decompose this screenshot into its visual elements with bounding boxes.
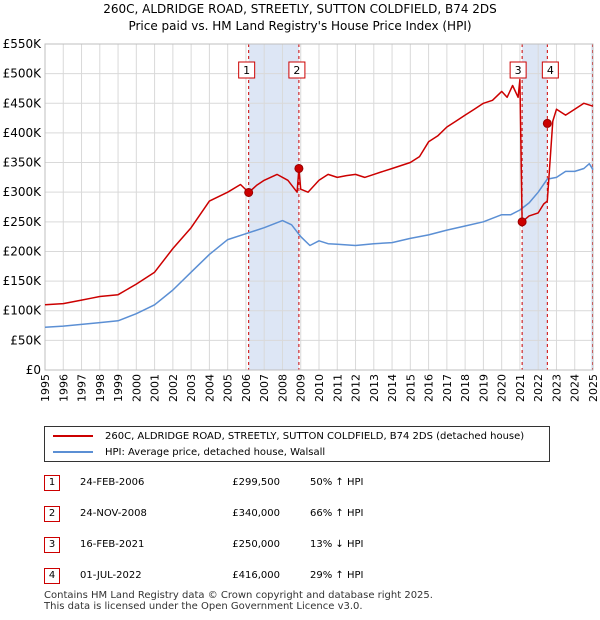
chart-title: 260C, ALDRIDGE ROAD, STREETLY, SUTTON CO… bbox=[103, 2, 497, 16]
sale-number-box bbox=[541, 61, 559, 79]
x-tick-label: 2025 bbox=[587, 374, 600, 402]
x-tick-label: 2016 bbox=[423, 374, 436, 402]
sale-number-badge: 3 bbox=[44, 537, 60, 553]
sale-price: £250,000 bbox=[232, 539, 280, 550]
sale-row: 2 24-NOV-2008 £340,000 66% ↑ HPI bbox=[0, 503, 600, 523]
sale-number-badge: 1 bbox=[44, 475, 60, 491]
x-tick-label: 2007 bbox=[258, 374, 271, 402]
x-tick-label: 1998 bbox=[94, 374, 107, 402]
footer: Contains HM Land Registry data © Crown c… bbox=[44, 590, 433, 612]
y-tick-label: £50K bbox=[10, 333, 42, 347]
x-tick-label: 2012 bbox=[350, 374, 363, 402]
x-tick-label: 2006 bbox=[240, 374, 253, 402]
sale-number-badge: 4 bbox=[44, 568, 60, 584]
y-tick-label: £250K bbox=[3, 215, 43, 229]
x-tick-label: 2002 bbox=[167, 374, 180, 402]
sale-point bbox=[244, 187, 254, 197]
sale-date: 24-NOV-2008 bbox=[80, 508, 147, 519]
sale-row: 4 01-JUL-2022 £416,000 29% ↑ HPI bbox=[0, 565, 600, 585]
sale-date: 16-FEB-2021 bbox=[80, 539, 145, 550]
legend-item-property: 260C, ALDRIDGE ROAD, STREETLY, SUTTON CO… bbox=[53, 428, 524, 444]
sale-date: 01-JUL-2022 bbox=[80, 570, 142, 581]
x-tick-label: 2001 bbox=[149, 374, 162, 402]
x-tick-label: 2017 bbox=[441, 374, 454, 402]
legend-item-hpi: HPI: Average price, detached house, Wals… bbox=[53, 444, 325, 460]
sale-point bbox=[517, 217, 527, 227]
sale-period-shade bbox=[522, 44, 548, 370]
sale-number-label: 3 bbox=[515, 64, 522, 77]
x-tick-label: 2020 bbox=[496, 374, 509, 402]
x-tick-label: 2018 bbox=[459, 374, 472, 402]
y-tick-label: £300K bbox=[3, 185, 43, 199]
footer-licence: This data is licensed under the Open Gov… bbox=[44, 601, 363, 612]
footer-copyright: Contains HM Land Registry data © Crown c… bbox=[44, 590, 433, 601]
sale-price: £340,000 bbox=[232, 508, 280, 519]
sale-number-box bbox=[509, 61, 527, 79]
sale-hpi-change: 66% ↑ HPI bbox=[310, 508, 364, 519]
y-tick-label: £400K bbox=[3, 126, 43, 140]
price-chart: £0 £50K £100K £150K £200K £250K £300K £350K £400… bbox=[3, 37, 600, 402]
x-tick-label: 2014 bbox=[386, 374, 399, 402]
sale-price: £299,500 bbox=[232, 477, 280, 488]
x-tick-label: 1995 bbox=[39, 374, 52, 402]
y-tick-label: £550K bbox=[3, 37, 43, 51]
y-tick-label: £200K bbox=[3, 244, 43, 258]
x-tick-label: 1999 bbox=[112, 374, 125, 402]
sale-price: £416,000 bbox=[232, 570, 280, 581]
legend-label-property: 260C, ALDRIDGE ROAD, STREETLY, SUTTON CO… bbox=[105, 430, 525, 442]
x-tick-label: 2021 bbox=[514, 374, 527, 402]
x-tick-label: 2005 bbox=[222, 374, 235, 402]
sale-number-label: 4 bbox=[547, 64, 554, 77]
y-tick-label: £0 bbox=[26, 363, 41, 377]
y-tick-label: £150K bbox=[3, 274, 43, 288]
plot-frame bbox=[44, 43, 594, 371]
y-tick-label: £500K bbox=[3, 67, 43, 81]
x-tick-label: 2024 bbox=[569, 374, 582, 402]
legend-swatch-hpi bbox=[53, 451, 93, 453]
sale-date: 24-FEB-2006 bbox=[80, 477, 145, 488]
y-tick-label: £450K bbox=[3, 96, 43, 110]
sale-number-box bbox=[288, 61, 306, 79]
x-tick-label: 2015 bbox=[404, 374, 417, 402]
x-tick-label: 2011 bbox=[331, 374, 344, 402]
y-tick-label: £350K bbox=[3, 156, 43, 170]
sale-row: 1 24-FEB-2006 £299,500 50% ↑ HPI bbox=[0, 472, 600, 492]
sale-point bbox=[542, 118, 552, 128]
x-tick-label: 2004 bbox=[203, 374, 216, 402]
x-tick-label: 2000 bbox=[130, 374, 143, 402]
x-tick-label: 1997 bbox=[76, 374, 89, 402]
sale-number-box bbox=[238, 61, 256, 79]
x-tick-label: 2003 bbox=[185, 374, 198, 402]
x-tick-label: 2008 bbox=[276, 374, 289, 402]
chart-subtitle: Price paid vs. HM Land Registry's House … bbox=[128, 19, 472, 33]
x-tick-label: 2022 bbox=[532, 374, 545, 402]
legend-swatch-property bbox=[53, 435, 93, 437]
sale-point bbox=[294, 163, 304, 173]
x-tick-label: 2010 bbox=[313, 374, 326, 402]
property-series-line bbox=[44, 78, 594, 306]
hpi-series-line bbox=[44, 162, 594, 329]
sale-number-label: 1 bbox=[243, 64, 250, 77]
x-tick-label: 1996 bbox=[57, 374, 70, 402]
legend: 260C, ALDRIDGE ROAD, STREETLY, SUTTON CO… bbox=[44, 426, 550, 462]
y-tick-label: £100K bbox=[3, 304, 43, 318]
x-tick-label: 2019 bbox=[477, 374, 490, 402]
sale-hpi-change: 13% ↓ HPI bbox=[310, 539, 364, 550]
sale-number-badge: 2 bbox=[44, 506, 60, 522]
sale-hpi-change: 29% ↑ HPI bbox=[310, 570, 364, 581]
legend-label-hpi: HPI: Average price, detached house, Wals… bbox=[105, 446, 326, 458]
x-tick-label: 2023 bbox=[550, 374, 563, 402]
sale-row: 3 16-FEB-2021 £250,000 13% ↓ HPI bbox=[0, 534, 600, 554]
sale-hpi-change: 50% ↑ HPI bbox=[310, 477, 364, 488]
x-tick-label: 2013 bbox=[368, 374, 381, 402]
sale-number-label: 2 bbox=[293, 64, 300, 77]
x-tick-label: 2009 bbox=[295, 374, 308, 402]
sale-period-shade bbox=[248, 44, 299, 370]
